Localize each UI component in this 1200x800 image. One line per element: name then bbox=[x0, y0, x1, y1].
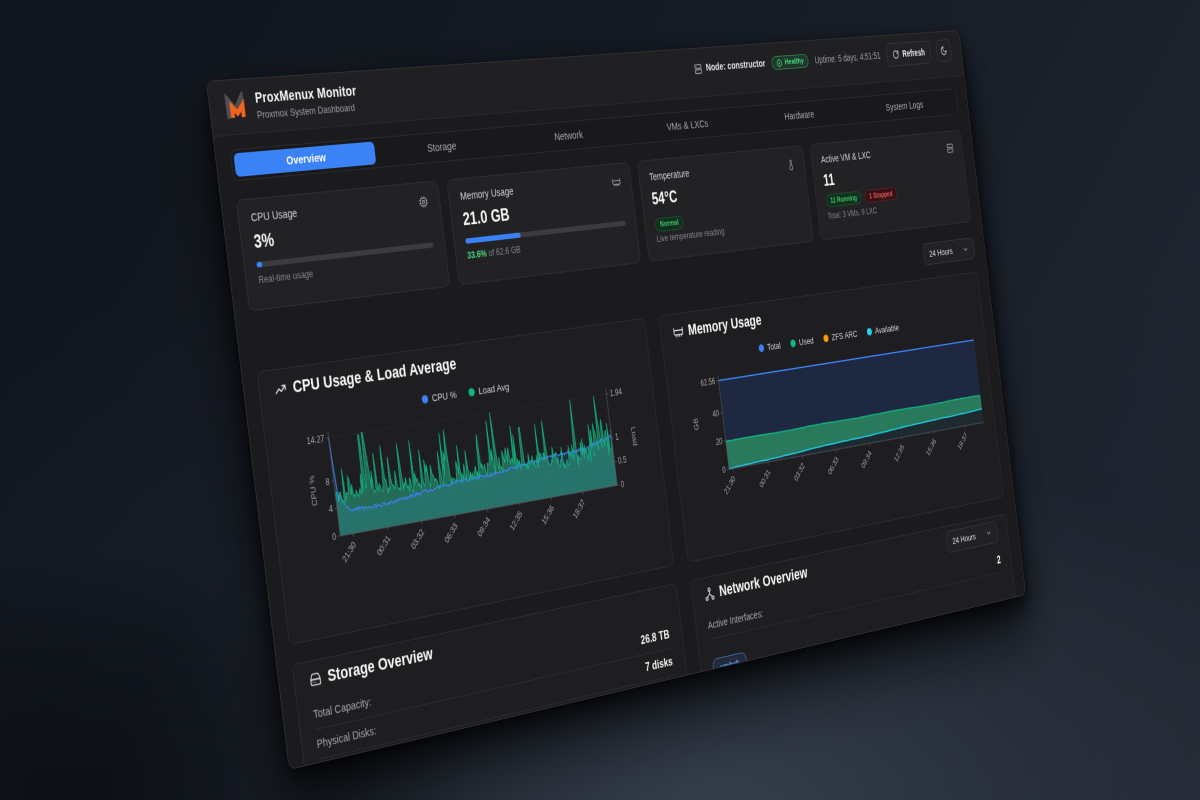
svg-text:15:36: 15:36 bbox=[540, 503, 556, 527]
svg-text:18:37: 18:37 bbox=[956, 431, 968, 452]
svg-text:0: 0 bbox=[722, 465, 726, 475]
svg-text:1.94: 1.94 bbox=[609, 387, 622, 399]
svg-text:1: 1 bbox=[615, 432, 620, 442]
svg-text:21:30: 21:30 bbox=[722, 474, 736, 497]
svg-text:40: 40 bbox=[712, 408, 720, 419]
svg-text:00:31: 00:31 bbox=[758, 467, 772, 489]
svg-text:62.56: 62.56 bbox=[700, 376, 716, 388]
svg-text:4: 4 bbox=[328, 504, 333, 515]
svg-text:09:34: 09:34 bbox=[860, 448, 873, 470]
svg-text:20: 20 bbox=[715, 437, 723, 448]
svg-text:12:35: 12:35 bbox=[892, 442, 905, 464]
svg-text:06:33: 06:33 bbox=[443, 521, 459, 545]
svg-text:GB: GB bbox=[692, 417, 700, 430]
svg-text:8: 8 bbox=[325, 476, 330, 487]
svg-text:0: 0 bbox=[332, 531, 337, 542]
svg-text:0.5: 0.5 bbox=[617, 455, 627, 466]
svg-text:CPU %: CPU % bbox=[307, 475, 319, 507]
svg-text:03:32: 03:32 bbox=[409, 527, 426, 552]
svg-text:15:36: 15:36 bbox=[925, 436, 938, 457]
svg-text:09:34: 09:34 bbox=[476, 515, 492, 539]
svg-text:Load: Load bbox=[630, 426, 639, 446]
svg-text:21:30: 21:30 bbox=[340, 539, 357, 564]
svg-text:18:37: 18:37 bbox=[571, 497, 586, 521]
svg-text:0: 0 bbox=[620, 479, 625, 490]
svg-text:06:33: 06:33 bbox=[826, 455, 839, 477]
svg-text:00:31: 00:31 bbox=[375, 533, 392, 558]
svg-text:12:35: 12:35 bbox=[508, 509, 524, 533]
svg-text:14.27: 14.27 bbox=[306, 433, 325, 446]
svg-text:03:32: 03:32 bbox=[792, 461, 806, 483]
